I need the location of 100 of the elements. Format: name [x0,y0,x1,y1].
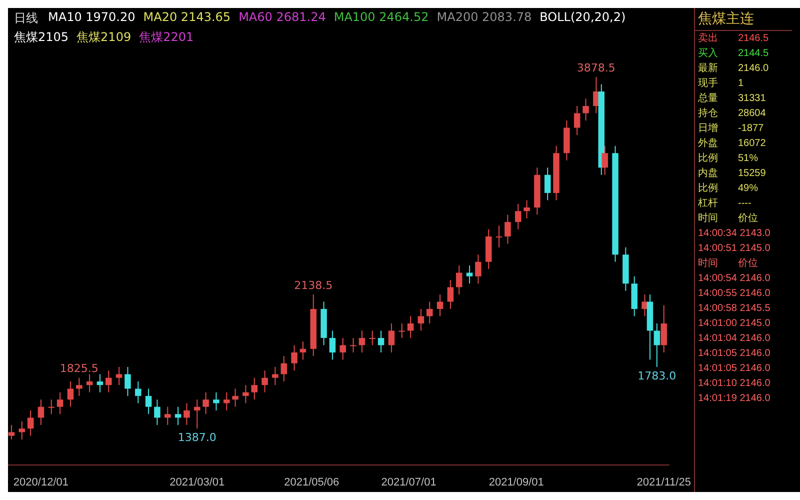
text: MA10 1970.20 [48,10,136,26]
candlestick [96,374,104,393]
text: 总量 31331 [698,93,766,104]
text: 内盘 15259 [698,168,766,179]
text: 14:01:05 2146.0 [698,363,770,374]
text: 14:01:10 2146.0 [698,378,770,389]
candlestick [38,399,44,426]
candlestick [496,225,502,248]
text: 外盘 16072 [698,138,766,149]
candlestick [378,330,384,353]
text: 焦煤2109 [76,29,132,46]
text: 14:01:19 2146.0 [698,393,770,404]
annotation: 2138.5 [294,278,333,292]
candlestick [329,330,336,360]
candlestick [116,366,122,386]
candlestick [164,406,171,426]
candlestick [135,380,142,404]
candlestick [300,341,306,360]
x-tick-label: 2020/12/01 [13,476,68,488]
candlestick [407,316,414,338]
candlestick [426,301,433,324]
text: 14:00:51 2145.0 [698,243,770,254]
candlestick [76,377,82,396]
text: MA20 2143.65 [143,10,231,26]
text: 焦煤主连 [695,8,792,31]
text: 14:01:05 2146.0 [698,348,770,359]
text: MA200 2083.78 [436,10,532,26]
text: 时间 价位 [698,258,758,269]
candlestick [202,392,209,415]
x-tick-label: 2021/05/06 [284,476,340,488]
text: MA60 2681.24 [238,10,326,26]
candlestick [340,337,346,360]
candlestick [194,399,200,430]
text: BOLL(20,20,2) [540,10,626,26]
text: 最新 2146.0 [698,63,769,74]
candlestick [447,279,454,310]
text: 14:00:54 2146.0 [698,273,770,284]
text: 日增 -1877 [698,123,764,134]
chart-title: 日线 [14,10,38,27]
candlestick [654,322,660,368]
candlestick [436,294,444,317]
candlestick [358,330,366,353]
candlestick [272,366,278,386]
text: 持仓 28604 [698,108,766,119]
candlestick [213,392,220,411]
text: 比例 49% [698,183,758,194]
candlestick [18,420,26,440]
candlestick [106,370,112,393]
candlestick [350,337,356,353]
candlestick [184,402,190,426]
candlestick [660,304,667,353]
text: 14:01:04 2146.0 [698,333,770,344]
x-tick-label: 2021/03/01 [170,476,225,488]
text: 14:01:00 2145.0 [698,318,770,329]
candlestick [388,322,395,353]
candlestick [262,370,268,393]
text: 买入 2144.5 [698,48,769,59]
annotation: 1387.0 [178,430,216,444]
text: 现手 1 [698,78,744,89]
candlestick [582,98,589,121]
candlestick [369,330,376,346]
candlestick [48,399,54,415]
candlestick [398,322,405,338]
candlestick [544,167,551,201]
candlestick [56,392,64,415]
candlestick [67,380,74,408]
text: 14:00:55 2146.0 [698,288,770,299]
text: 14:00:58 2145.5 [698,303,770,314]
candlestick [154,399,160,426]
text: 时间 价位 [698,213,758,224]
candlestick [524,200,530,219]
candlestick [145,388,152,415]
text: 14:00:34 2143.0 [698,228,770,239]
candlestick [86,374,93,393]
text: 杠杆 ---- [698,198,752,209]
candlestick [232,388,238,408]
annotation: 1825.5 [60,362,98,376]
annotation: 1783.0 [638,369,676,382]
candlestick [27,410,34,436]
text: 焦煤2201 [139,29,194,46]
candlestick [291,344,298,372]
candlestick [280,356,287,382]
candlestick [251,377,258,400]
candlestick [8,424,15,440]
candlestick [174,406,182,426]
annotation: 3878.5 [576,61,616,74]
candlestick [504,214,511,244]
candlestick [475,254,482,284]
candlestick [602,145,608,176]
candlestick [124,366,131,396]
candlestick [466,264,473,284]
x-tick-label: 2021/11/25 [636,476,691,488]
text: 卖出 2146.5 [698,33,769,44]
candlestick [242,384,249,404]
candlestick [418,308,424,332]
candlestick [514,203,522,230]
candlestick [574,105,580,136]
x-tick-label: 2021/07/01 [381,476,436,488]
text: 焦煤2105 [14,29,69,46]
x-tick-label: 2021/09/01 [488,476,544,488]
